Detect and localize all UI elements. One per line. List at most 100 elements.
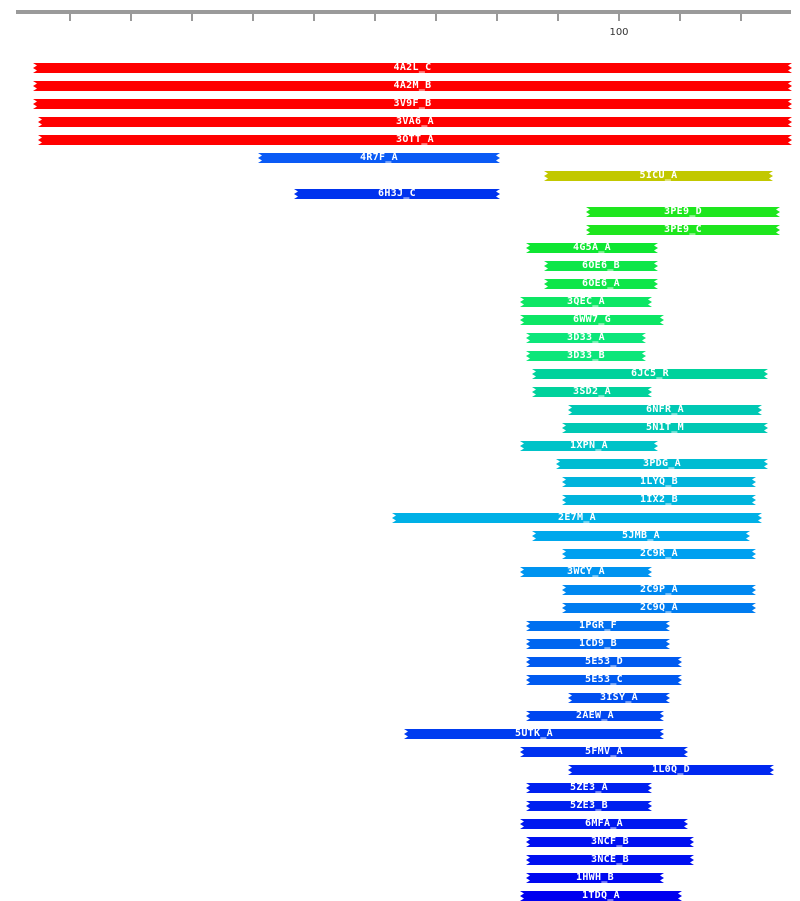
hit-bar-shape bbox=[33, 63, 792, 73]
hit-bar-shape bbox=[586, 225, 780, 235]
hit-bar[interactable]: 1HWH_B bbox=[526, 873, 664, 883]
hit-label: 5ZE3_A bbox=[570, 782, 608, 793]
hit-bar[interactable]: 5ZE3_B bbox=[526, 801, 652, 811]
ruler-tick bbox=[740, 14, 742, 21]
hit-label: 3VA6_A bbox=[396, 116, 434, 127]
hit-label: 5N1T_M bbox=[646, 422, 684, 433]
hit-bar[interactable]: 3D33_B bbox=[526, 351, 646, 361]
ruler-tick bbox=[252, 14, 254, 21]
hit-bar[interactable]: 2AEW_A bbox=[526, 711, 664, 721]
hit-bar[interactable]: 2E7M_A bbox=[392, 513, 762, 523]
hit-bar[interactable]: 5ICU_A bbox=[544, 171, 773, 181]
hit-bar[interactable]: 6OE6_B bbox=[544, 261, 658, 271]
hit-label: 3PE9_C bbox=[664, 224, 702, 235]
hit-bar[interactable]: 3OTT_A bbox=[38, 135, 792, 145]
hit-bar[interactable]: 5JMB_A bbox=[532, 531, 750, 541]
hit-bar-shape bbox=[526, 855, 694, 865]
hit-bar[interactable]: 3V9F_B bbox=[33, 99, 792, 109]
hit-label: 4R7F_A bbox=[360, 152, 398, 163]
hit-bar[interactable]: 1PGR_F bbox=[526, 621, 670, 631]
hit-bar[interactable]: 4A2M_B bbox=[33, 81, 792, 91]
hit-bar[interactable]: 3PDG_A bbox=[556, 459, 768, 469]
hit-bar[interactable]: 4R7F_A bbox=[258, 153, 500, 163]
hit-bar-shape bbox=[568, 405, 762, 415]
hit-bar-shape bbox=[544, 171, 773, 181]
hit-label: 1L0Q_D bbox=[652, 764, 690, 775]
hit-bar-shape bbox=[526, 801, 652, 811]
ruler-tick bbox=[130, 14, 132, 21]
hit-label: 5ICU_A bbox=[639, 170, 678, 181]
hit-bar-shape bbox=[526, 621, 670, 631]
hit-label: 2E7M_A bbox=[558, 512, 596, 523]
hit-label: 5E53_D bbox=[585, 656, 623, 667]
hit-bar[interactable]: 4G5A_A bbox=[526, 243, 658, 253]
hit-bar[interactable]: 6NFR_A bbox=[568, 405, 762, 415]
hit-bar[interactable]: 1IX2_B bbox=[562, 495, 756, 505]
hit-bar[interactable]: 6MFA_A bbox=[520, 819, 688, 829]
hit-label: 3OTT_A bbox=[396, 134, 434, 145]
hit-bar-shape bbox=[526, 243, 658, 253]
hit-label: 6NFR_A bbox=[646, 404, 684, 415]
hit-bar[interactable]: 1TDQ_A bbox=[520, 891, 682, 901]
hit-bar[interactable]: 3VA6_A bbox=[38, 117, 792, 127]
hit-bar-shape bbox=[544, 261, 658, 271]
hit-bar-shape bbox=[33, 81, 792, 91]
hit-tracks: 4A2L_C 4A2M_B 3V9F_B 3VA6_A 3OTT_A 4R7F_A 5ICU… bbox=[33, 63, 792, 901]
hit-label: 5JMB_A bbox=[622, 530, 660, 541]
hit-bar-shape bbox=[526, 351, 646, 361]
hit-bar[interactable]: 6WW7_G bbox=[520, 315, 664, 325]
hit-label: 4A2M_B bbox=[393, 80, 432, 91]
hit-bar[interactable]: 5N1T_M bbox=[562, 423, 768, 433]
hit-label: 5ZE3_B bbox=[570, 800, 608, 811]
hit-bar[interactable]: 1CD9_B bbox=[526, 639, 670, 649]
hit-bar[interactable]: 3QEC_A bbox=[520, 297, 652, 307]
hit-bar-shape bbox=[562, 423, 768, 433]
hit-bar-shape bbox=[258, 153, 500, 163]
hit-label: 1PGR_F bbox=[579, 620, 617, 631]
ruler-tick bbox=[496, 14, 498, 21]
hit-bar[interactable]: 3D33_A bbox=[526, 333, 646, 343]
hit-bar[interactable]: 1XPN_A bbox=[520, 441, 658, 451]
hit-bar-shape bbox=[526, 837, 694, 847]
hit-label: 5E53_C bbox=[585, 674, 623, 685]
hit-bar[interactable]: 3ISY_A bbox=[568, 693, 670, 703]
hit-bar-shape bbox=[568, 693, 670, 703]
hit-bar[interactable]: 3PE9_C bbox=[586, 225, 780, 235]
hit-label: 6WW7_G bbox=[573, 314, 611, 325]
hit-label: 2C9P_A bbox=[640, 584, 678, 595]
hit-bar[interactable]: 2C9P_A bbox=[562, 585, 756, 595]
hit-bar[interactable]: 3SD2_A bbox=[532, 387, 652, 397]
hit-label: 4G5A_A bbox=[573, 242, 611, 253]
hit-bar[interactable]: 1LYQ_B bbox=[562, 477, 756, 487]
hit-bar[interactable]: 1L0Q_D bbox=[568, 765, 774, 775]
ruler-tick bbox=[557, 14, 559, 21]
hit-bar[interactable]: 3NCF_B bbox=[526, 837, 694, 847]
hit-label: 6JC5_R bbox=[631, 368, 669, 379]
hit-label: 1IX2_B bbox=[640, 494, 678, 505]
hit-bar[interactable]: 2C9Q_A bbox=[562, 603, 756, 613]
hit-bar[interactable]: 5UTK_A bbox=[404, 729, 664, 739]
hit-bar-shape bbox=[532, 387, 652, 397]
ruler-tick bbox=[618, 14, 620, 21]
hit-bar[interactable]: 5E53_C bbox=[526, 675, 682, 685]
ruler-tick bbox=[679, 14, 681, 21]
hit-bar[interactable]: 5E53_D bbox=[526, 657, 682, 667]
hit-bar[interactable]: 3PE9_D bbox=[586, 207, 780, 217]
hit-bar-shape bbox=[404, 729, 664, 739]
hit-bar[interactable]: 6OE6_A bbox=[544, 279, 658, 289]
hit-bar[interactable]: 5ZE3_A bbox=[526, 783, 652, 793]
hit-label: 2C9R_A bbox=[640, 548, 678, 559]
hit-bar-shape bbox=[33, 99, 792, 109]
hit-bar[interactable]: 6H3J_C bbox=[294, 189, 500, 199]
hit-bar[interactable]: 3WCY_A bbox=[520, 567, 652, 577]
hit-bar-shape bbox=[562, 603, 756, 613]
hit-bar[interactable]: 3NCE_B bbox=[526, 855, 694, 865]
hit-bar[interactable]: 5FMV_A bbox=[520, 747, 688, 757]
hit-bar[interactable]: 6JC5_R bbox=[532, 369, 768, 379]
ruler-tick bbox=[191, 14, 193, 21]
hit-bar[interactable]: 2C9R_A bbox=[562, 549, 756, 559]
ruler-tick bbox=[313, 14, 315, 21]
hit-bar[interactable]: 4A2L_C bbox=[33, 63, 792, 73]
hit-bar-shape bbox=[562, 585, 756, 595]
hit-bar-shape bbox=[520, 819, 688, 829]
